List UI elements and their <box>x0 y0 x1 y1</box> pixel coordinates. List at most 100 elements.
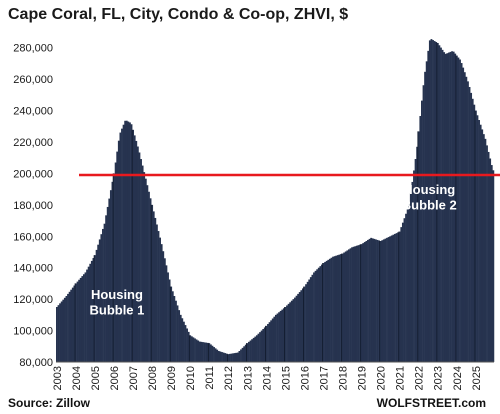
bar <box>113 173 115 362</box>
x-tick-label: 2003 <box>52 366 64 390</box>
bar <box>419 116 422 362</box>
bar <box>211 345 214 362</box>
bar <box>441 49 444 363</box>
bar <box>341 253 344 362</box>
bar <box>157 231 160 362</box>
bar <box>351 247 354 362</box>
bar <box>105 215 108 362</box>
bar <box>141 165 144 362</box>
bar <box>314 270 317 362</box>
bar <box>100 234 103 362</box>
bar <box>255 335 258 362</box>
bar <box>265 325 268 362</box>
bar <box>330 257 333 362</box>
bar <box>455 55 458 362</box>
bar <box>152 211 155 362</box>
bar <box>325 260 328 362</box>
bar <box>187 331 190 362</box>
bar <box>365 241 368 362</box>
bar <box>173 296 176 362</box>
bar <box>71 287 74 362</box>
bar <box>79 277 82 362</box>
bar <box>111 181 114 362</box>
bar <box>114 162 117 362</box>
bar <box>138 152 141 362</box>
x-tick-label: 2016 <box>299 366 311 390</box>
y-tick-label: 80,000 <box>19 357 53 369</box>
bar <box>348 249 350 362</box>
x-tick-label: 2014 <box>261 366 273 390</box>
bar <box>184 325 187 362</box>
bar <box>140 159 142 362</box>
bar <box>276 313 279 362</box>
bar <box>63 297 66 362</box>
source-label: Source: Zillow <box>8 396 91 410</box>
bar <box>473 104 476 363</box>
bar <box>343 252 346 362</box>
bar <box>65 296 68 362</box>
bar <box>146 185 149 362</box>
bar <box>163 258 166 362</box>
bar <box>301 288 304 362</box>
bar <box>165 265 168 362</box>
bar <box>151 204 154 362</box>
bar <box>109 190 112 362</box>
y-tick-label: 140,000 <box>13 263 53 275</box>
bar <box>454 53 457 363</box>
bar <box>309 277 312 362</box>
bar <box>208 343 211 362</box>
bar <box>273 316 276 362</box>
bar <box>260 330 263 362</box>
bar <box>486 145 488 362</box>
bar <box>246 343 249 362</box>
x-tick-label: 2020 <box>376 366 388 390</box>
bar <box>303 286 306 362</box>
annotation-line: Housing <box>403 182 455 197</box>
bar <box>374 239 377 362</box>
y-tick-label: 280,000 <box>13 43 53 55</box>
x-tick-label: 2006 <box>109 366 121 390</box>
bar <box>251 339 254 362</box>
bar <box>154 217 157 362</box>
bar <box>408 204 411 362</box>
bar <box>470 92 473 362</box>
bar <box>194 338 196 362</box>
bar <box>214 348 217 362</box>
bar <box>492 170 495 362</box>
bar <box>349 248 352 362</box>
bar <box>98 239 101 362</box>
bar <box>127 121 130 362</box>
bar <box>182 321 185 362</box>
x-tick-label: 2022 <box>414 366 426 390</box>
annotation-line: Bubble 2 <box>402 197 457 212</box>
bar <box>447 52 450 363</box>
bar <box>70 289 73 362</box>
bar <box>333 256 336 362</box>
bar <box>382 239 385 362</box>
bar <box>217 351 220 362</box>
x-tick-label: 2017 <box>318 366 330 390</box>
bar <box>202 342 204 362</box>
bar <box>438 45 441 362</box>
bar <box>270 320 273 362</box>
bar <box>338 254 341 362</box>
y-tick-label: 260,000 <box>13 74 53 86</box>
bar <box>308 279 311 362</box>
bar <box>216 349 219 362</box>
bar <box>97 244 100 362</box>
bar <box>462 67 465 363</box>
y-tick-label: 200,000 <box>13 168 53 180</box>
bar <box>294 297 296 362</box>
bar <box>102 228 104 362</box>
bar <box>186 328 188 362</box>
x-tick-label: 2013 <box>242 366 254 390</box>
bar <box>81 276 84 362</box>
bar <box>76 281 79 362</box>
bar <box>440 47 442 362</box>
bar <box>282 308 285 362</box>
bar <box>397 232 400 362</box>
bar <box>271 318 274 362</box>
bar <box>316 269 319 362</box>
bar <box>278 312 281 362</box>
